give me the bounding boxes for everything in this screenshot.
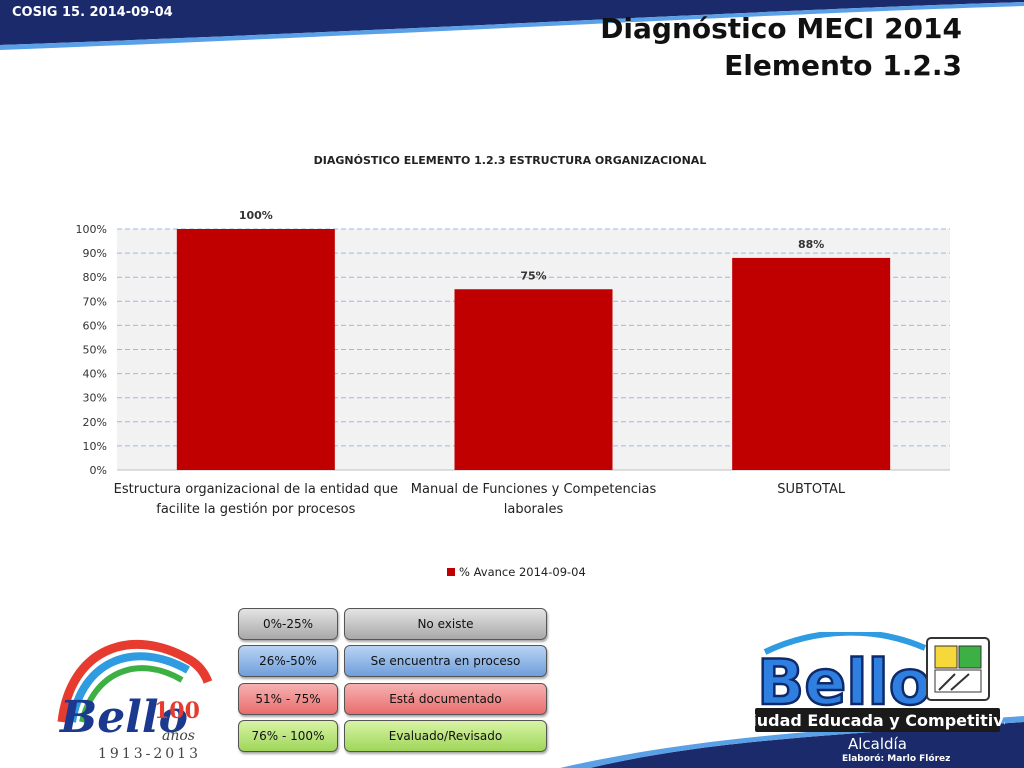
bar-1 (454, 289, 613, 470)
y-tick-label: 100% (76, 223, 107, 236)
bar-2 (732, 257, 891, 470)
data-label-1: 75% (520, 269, 546, 282)
status-documentado: Está documentado (344, 683, 547, 715)
category-label-line: facilite la gestión por procesos (156, 502, 356, 517)
bar-chart: DIAGNÓSTICO ELEMENTO 1.2.3 ESTRUCTURA OR… (76, 154, 950, 477)
title-line-2: Elemento 1.2.3 (724, 49, 962, 82)
top-header-band (0, 0, 1024, 50)
y-tick-label: 20% (83, 416, 107, 429)
y-tick-label: 0% (90, 464, 107, 477)
logo-left-bello: Bello (58, 692, 188, 743)
range-51-75: 51% - 75% (238, 683, 338, 715)
status-en-proceso: Se encuentra en proceso (344, 645, 547, 677)
category-label-0: Estructura organizacional de la entidad … (111, 480, 401, 520)
bello-100-anos-logo: Bello 100 años (57, 640, 213, 744)
cosig-label: COSIG 15. 2014-09-04 (12, 5, 173, 20)
status-evaluado: Evaluado/Revisado (344, 720, 547, 752)
y-tick-label: 30% (83, 392, 107, 405)
category-label-line: Estructura organizacional de la entidad … (113, 482, 398, 497)
category-label-2: SUBTOTAL (666, 480, 956, 500)
range-0-25: 0%-25% (238, 608, 338, 640)
chart-legend: % Avance 2014-09-04 (447, 565, 586, 579)
bar-0 (176, 229, 335, 470)
y-tick-label: 90% (83, 247, 107, 260)
chart-title: DIAGNÓSTICO ELEMENTO 1.2.3 ESTRUCTURA OR… (314, 154, 707, 167)
category-label-line: laborales (503, 502, 564, 517)
bello-ciudad-educada-logo: Bello Ciudad Educada y Competitiva (755, 632, 1005, 732)
y-tick-label: 70% (83, 295, 107, 308)
y-tick-label: 60% (83, 319, 107, 332)
category-label-line: Manual de Funciones y Competencias (410, 482, 657, 497)
logo-right-bello: Bello (757, 646, 931, 719)
y-tick-label: 40% (83, 368, 107, 381)
elaboro-label: Elaboró: Marlo Flórez (842, 754, 951, 764)
status-no-existe: No existe (344, 608, 547, 640)
logo-left-anos: años (162, 728, 195, 744)
category-label-1: Manual de Funciones y Competencias labora… (389, 480, 679, 520)
y-tick-label: 10% (83, 440, 107, 453)
alcaldia-label: Alcaldía (848, 735, 907, 753)
y-tick-label: 50% (83, 344, 107, 357)
legend-label: % Avance 2014-09-04 (459, 565, 586, 579)
category-label-line: SUBTOTAL (777, 482, 846, 497)
logo-right-slogan: Ciudad Educada y Competitiva (755, 711, 1005, 730)
slide-title: Diagnóstico MECI 2014 Elemento 1.2.3 (600, 10, 962, 84)
range-76-100: 76% - 100% (238, 720, 338, 752)
range-26-50: 26%-50% (238, 645, 338, 677)
y-tick-label: 80% (83, 271, 107, 284)
logo-left-years: 1913-2013 (98, 746, 201, 762)
title-line-1: Diagnóstico MECI 2014 (600, 12, 962, 45)
logo-left-100: 100 (154, 698, 200, 724)
legend-swatch (447, 568, 455, 576)
coat-of-arms-icon (926, 637, 990, 701)
data-label-2: 88% (798, 238, 824, 251)
data-label-0: 100% (239, 209, 273, 222)
